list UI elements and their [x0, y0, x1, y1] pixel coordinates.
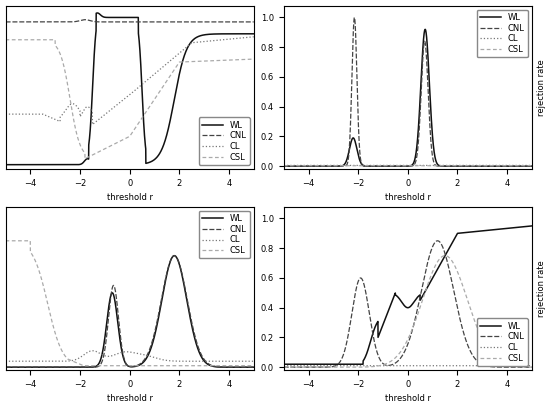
- Legend: WL, CNL, CL, CSL: WL, CNL, CL, CSL: [477, 318, 528, 366]
- X-axis label: threshold r: threshold r: [385, 394, 431, 403]
- Legend: WL, CNL, CL, CSL: WL, CNL, CL, CSL: [199, 117, 250, 165]
- X-axis label: threshold r: threshold r: [107, 394, 153, 403]
- Legend: WL, CNL, CL, CSL: WL, CNL, CL, CSL: [477, 10, 528, 57]
- Y-axis label: rejection rate: rejection rate: [538, 59, 546, 116]
- Legend: WL, CNL, CL, CSL: WL, CNL, CL, CSL: [199, 211, 250, 258]
- X-axis label: threshold r: threshold r: [107, 193, 153, 202]
- Y-axis label: rejection rate: rejection rate: [538, 260, 546, 317]
- X-axis label: threshold r: threshold r: [385, 193, 431, 202]
